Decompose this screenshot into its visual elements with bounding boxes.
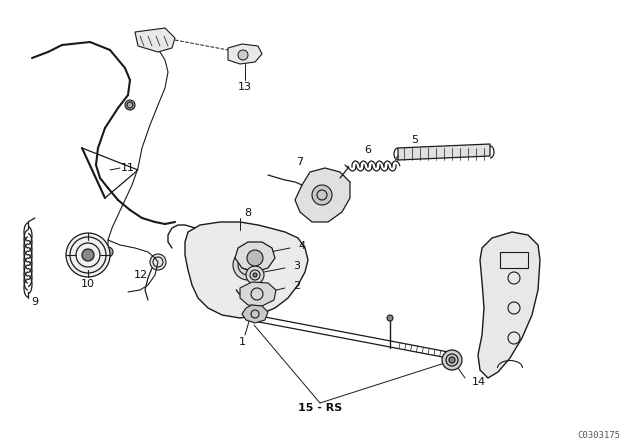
Polygon shape	[242, 305, 268, 323]
Circle shape	[82, 249, 94, 261]
Polygon shape	[478, 232, 540, 378]
Circle shape	[150, 254, 166, 270]
Text: 6: 6	[365, 145, 371, 155]
Text: 11: 11	[121, 163, 135, 173]
Text: 12: 12	[134, 270, 148, 280]
Polygon shape	[185, 222, 308, 318]
Text: C0303175: C0303175	[577, 431, 620, 440]
Circle shape	[312, 185, 332, 205]
Circle shape	[233, 250, 263, 280]
Text: 10: 10	[81, 279, 95, 289]
Text: 5: 5	[412, 135, 419, 145]
Text: 3: 3	[293, 261, 300, 271]
Circle shape	[442, 350, 462, 370]
Polygon shape	[135, 28, 175, 52]
Text: 14: 14	[472, 377, 486, 387]
Text: 8: 8	[244, 208, 252, 218]
Circle shape	[125, 100, 135, 110]
Circle shape	[103, 247, 113, 257]
Circle shape	[246, 266, 264, 284]
Polygon shape	[398, 144, 490, 160]
Text: 13: 13	[238, 82, 252, 92]
Polygon shape	[295, 168, 350, 222]
Text: 15 - RS: 15 - RS	[298, 403, 342, 413]
Polygon shape	[228, 44, 262, 64]
Text: 2: 2	[293, 281, 300, 291]
Polygon shape	[240, 282, 276, 306]
Text: 1: 1	[239, 337, 246, 347]
Circle shape	[238, 50, 248, 60]
Circle shape	[247, 250, 263, 266]
Text: 9: 9	[31, 297, 38, 307]
Polygon shape	[235, 242, 275, 272]
Circle shape	[387, 315, 393, 321]
Text: 7: 7	[296, 157, 303, 167]
Text: 4: 4	[298, 241, 305, 251]
Circle shape	[449, 357, 455, 363]
Circle shape	[66, 233, 110, 277]
Circle shape	[253, 273, 257, 277]
